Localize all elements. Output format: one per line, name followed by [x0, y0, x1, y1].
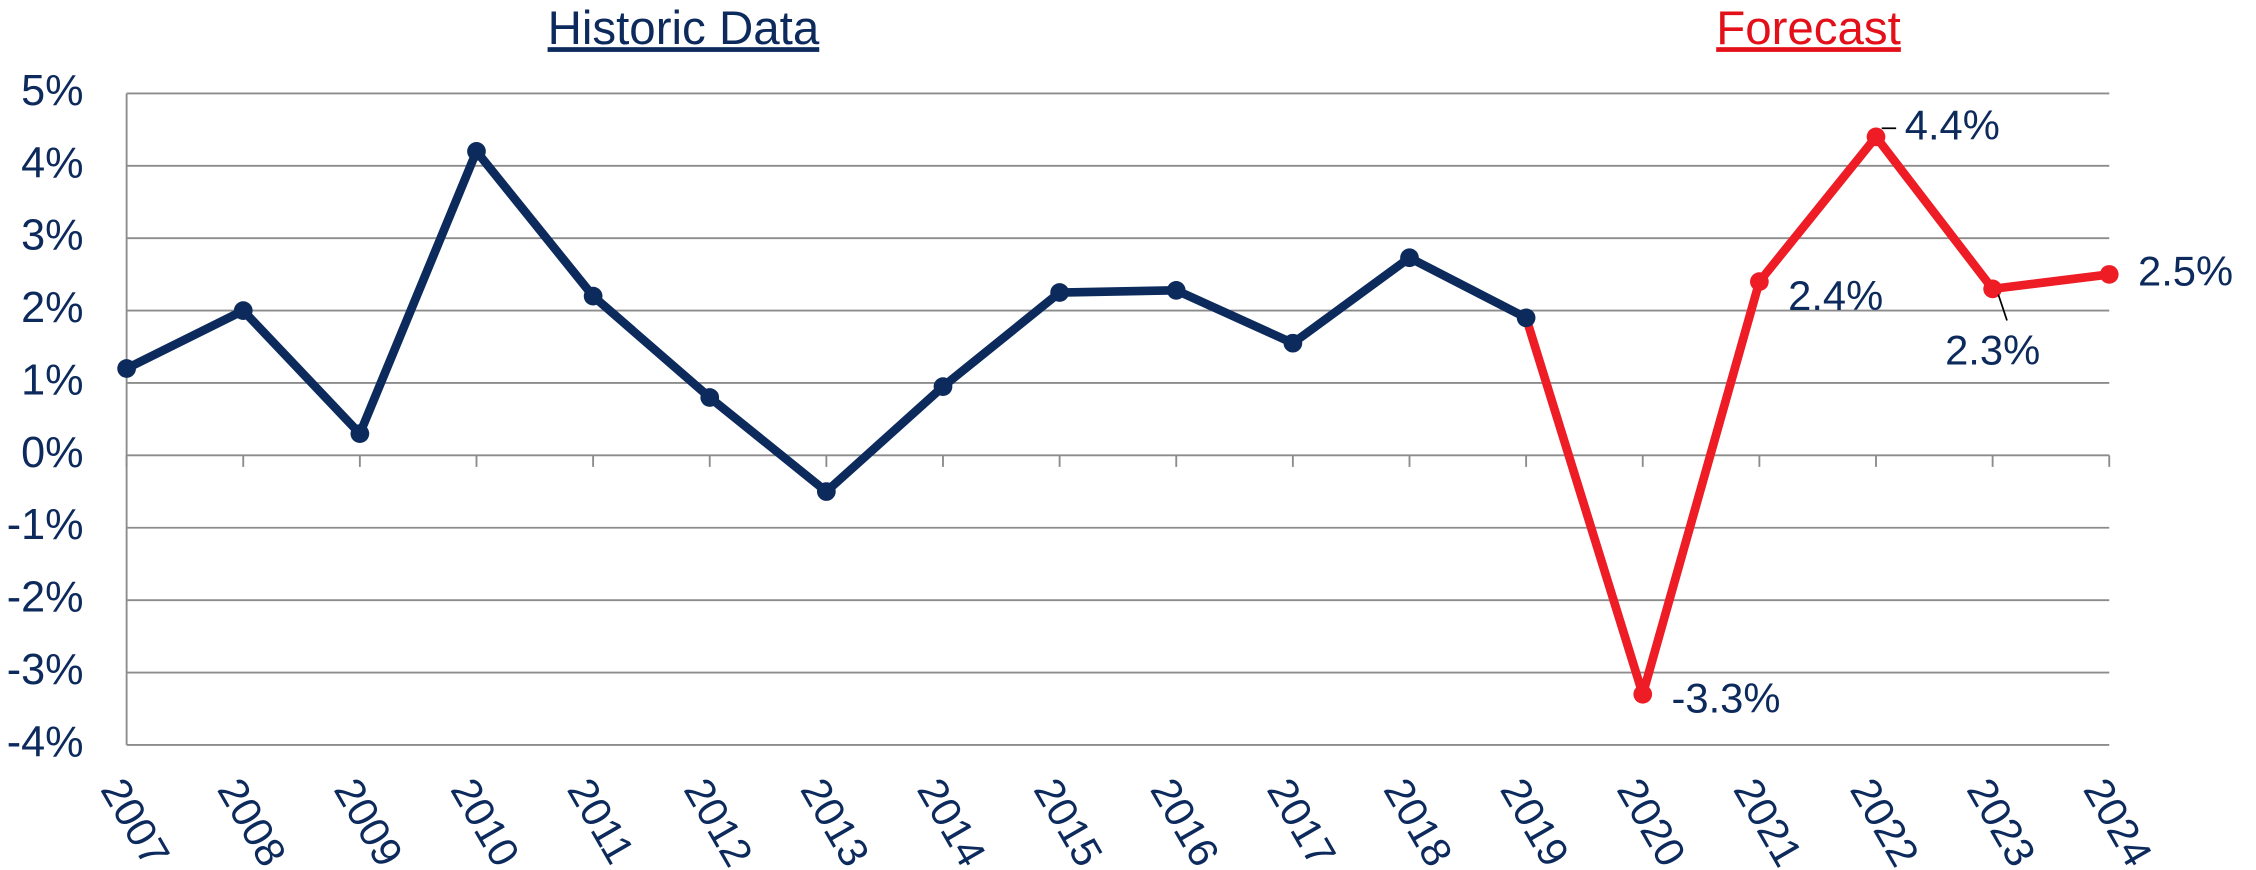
data-label: -3.3% — [1672, 674, 1781, 721]
point — [700, 388, 720, 407]
x-tick-label: 2016 — [1142, 770, 1229, 870]
y-tick-label: 3% — [21, 212, 83, 260]
point — [1633, 684, 1653, 704]
y-tick-label: 4% — [21, 139, 83, 187]
point — [933, 377, 953, 396]
point — [350, 424, 370, 444]
point — [117, 359, 136, 378]
x-tick-label: 2015 — [1025, 770, 1112, 870]
x-tick-label: 2022 — [1841, 770, 1928, 870]
point — [1283, 333, 1303, 353]
line — [1522, 132, 2110, 699]
point — [1866, 127, 1886, 147]
point — [1050, 283, 1069, 302]
data-label: 2.5% — [2138, 247, 2233, 294]
x-tick-label: 2019 — [1492, 770, 1579, 870]
series-title: Historic Data — [548, 2, 820, 55]
point — [583, 286, 603, 306]
data-label: 2.3% — [1945, 327, 2040, 374]
x-tick-label: 2023 — [1958, 770, 2045, 870]
point — [1166, 280, 1186, 300]
y-tick-label: 1% — [21, 356, 83, 404]
x-tick-label: 2024 — [2075, 770, 2162, 870]
y-tick-label: -1% — [7, 501, 84, 549]
x-tick-label: 2007 — [92, 770, 179, 870]
x-tick-label: 2014 — [908, 770, 995, 870]
point — [2099, 265, 2119, 284]
x-tick-label: 2021 — [1725, 770, 1812, 870]
point — [817, 482, 836, 501]
point — [1983, 279, 2002, 299]
y-tick-label: -4% — [7, 718, 84, 766]
leader-line — [1997, 294, 2008, 321]
x-tick-label: 2008 — [209, 770, 296, 870]
series-title: Forecast — [1716, 2, 1901, 55]
x-tick-label: 2011 — [559, 770, 645, 870]
x-tick-label: 2012 — [675, 770, 762, 870]
x-tick-label: 2017 — [1258, 770, 1345, 870]
point — [1750, 272, 1769, 292]
point — [1400, 248, 1419, 268]
x-tick-label: 2010 — [442, 770, 529, 870]
y-tick-label: 0% — [21, 429, 83, 477]
y-tick-label: 2% — [21, 284, 83, 332]
x-tick-label: 2013 — [792, 770, 879, 870]
data-label: 4.4% — [1905, 101, 2000, 148]
x-tick-label: 2018 — [1375, 770, 1462, 870]
point — [467, 142, 486, 161]
y-tick-label: -2% — [7, 574, 84, 622]
point — [233, 301, 253, 320]
y-tick-label: 5% — [21, 67, 83, 115]
data-label: 2.4% — [1788, 272, 1883, 319]
x-tick-label: 2009 — [325, 770, 412, 870]
x-tick-label: 2020 — [1608, 770, 1695, 870]
point — [1516, 308, 1536, 328]
y-tick-label: -3% — [7, 646, 84, 694]
line — [124, 147, 1529, 496]
